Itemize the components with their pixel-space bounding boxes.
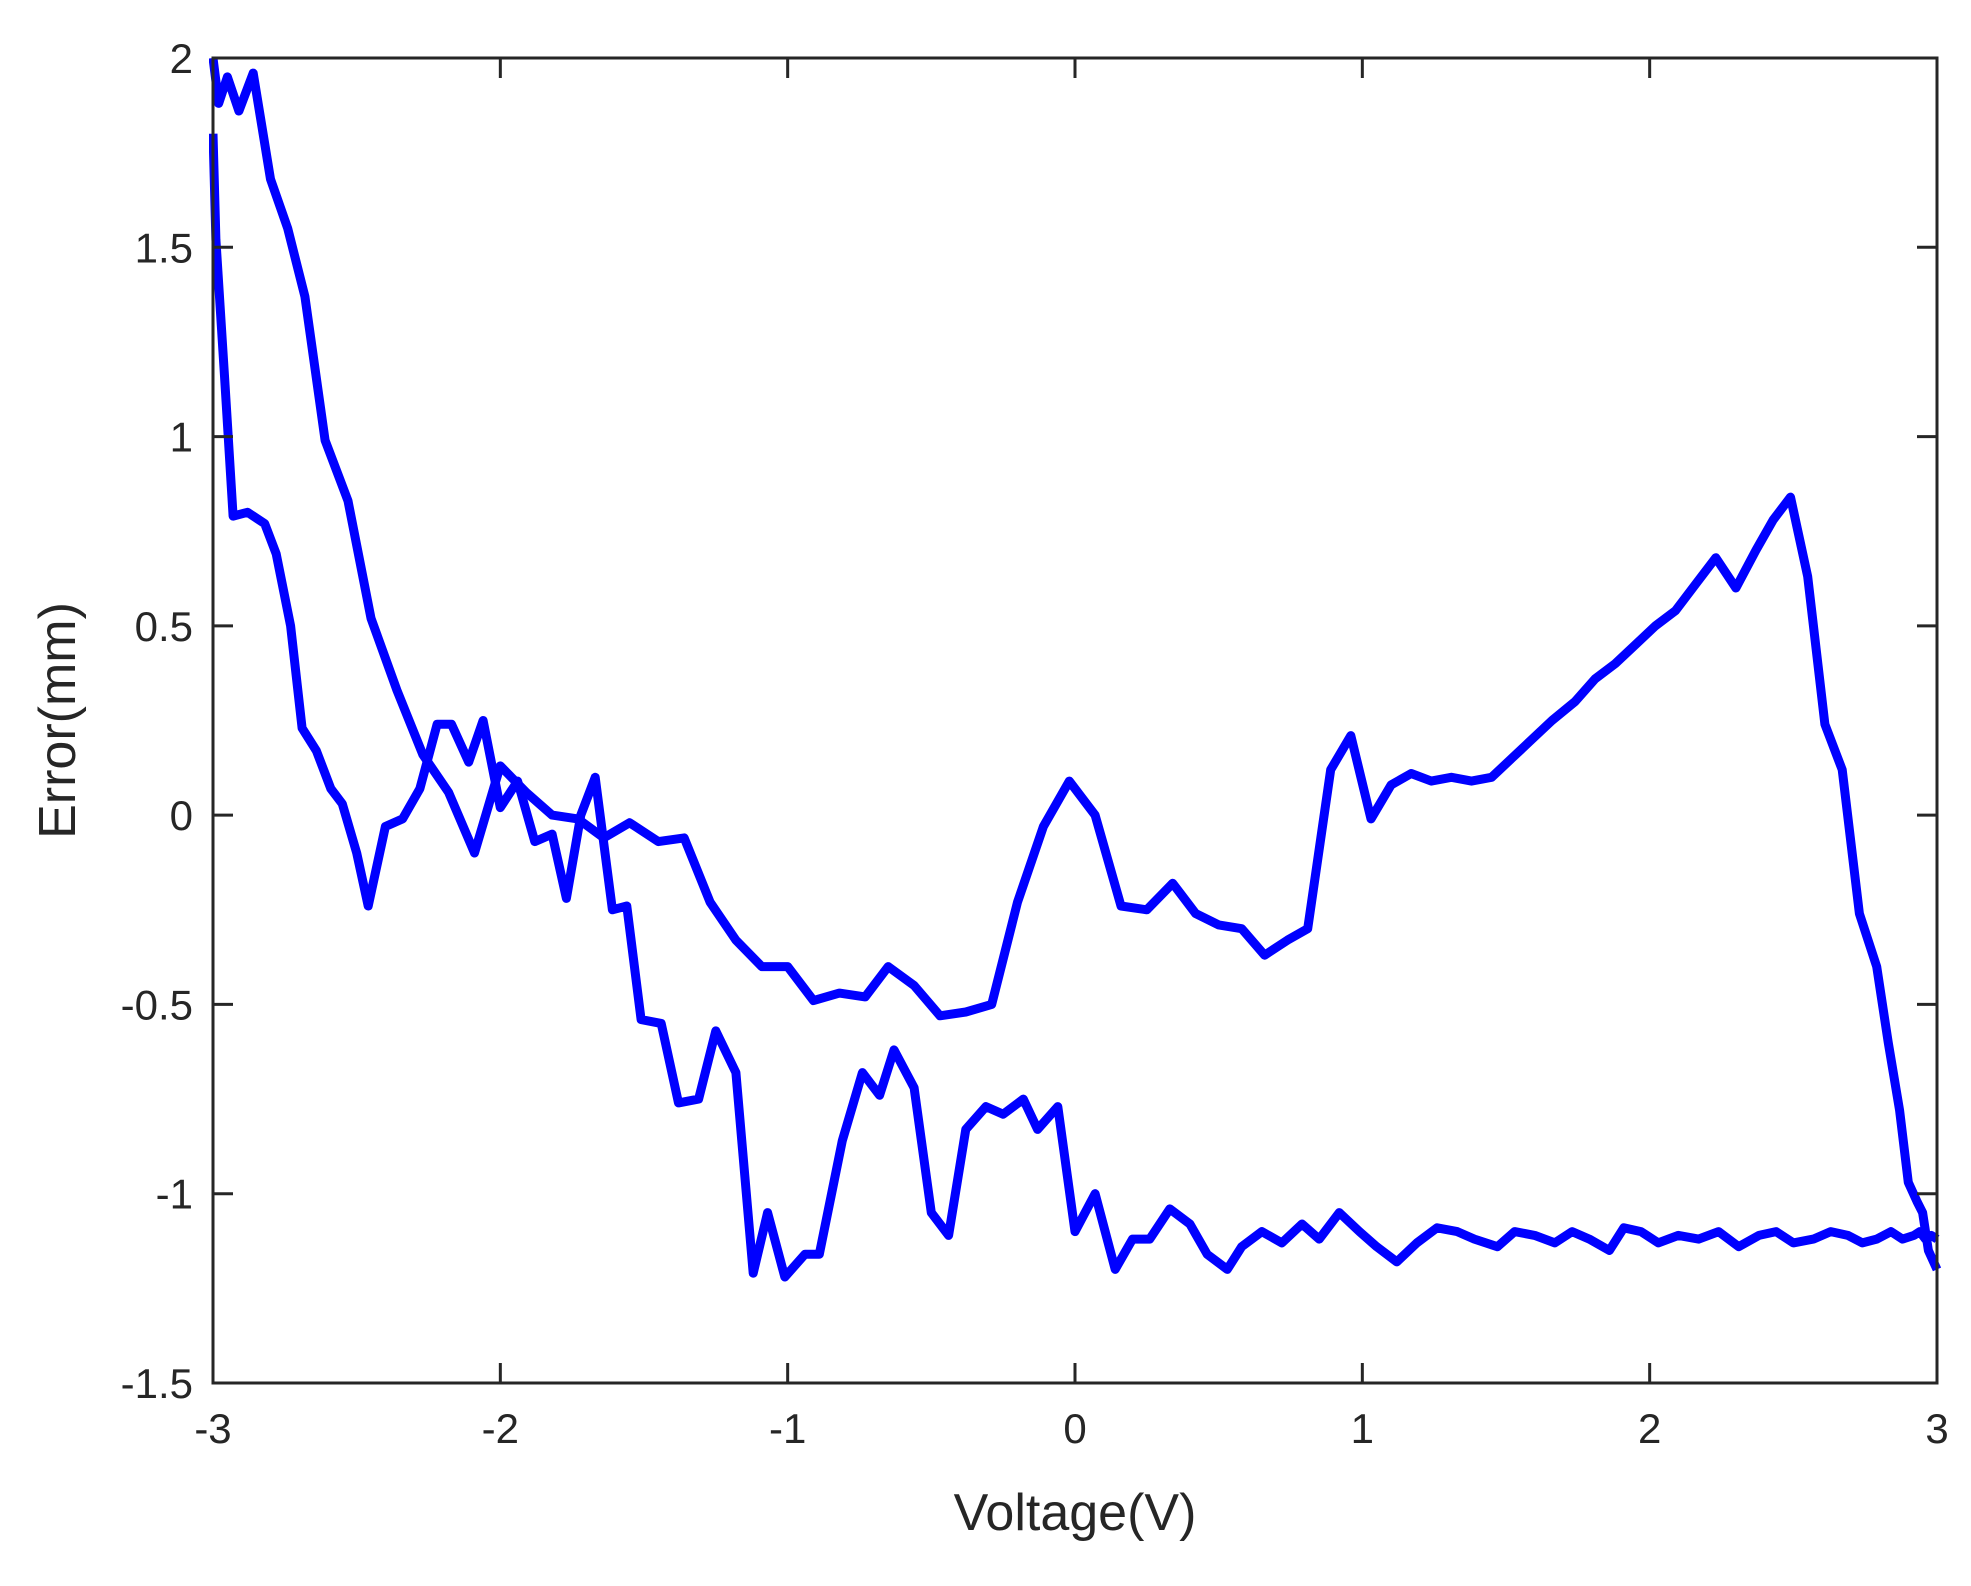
y-tick-label: -1 (156, 1171, 193, 1218)
y-tick-label: 0.5 (135, 603, 193, 650)
y-tick-label: -1.5 (121, 1360, 193, 1407)
y-tick-label: 2 (170, 35, 193, 82)
x-tick-label: -3 (194, 1405, 231, 1452)
y-tick-label: 0 (170, 792, 193, 839)
x-tick-label: -1 (769, 1405, 806, 1452)
x-axis-label: Voltage(V) (954, 1484, 1197, 1542)
axis-ticks: -3 -2 -1 0 1 2 3 -1.5 -1 -0.5 0 0.5 1 1.5 2 (121, 35, 1949, 1452)
y-tick-label: 1 (170, 414, 193, 461)
y-axis-label: Error(mm) (29, 602, 87, 839)
plot-content (209, 57, 1941, 1282)
x-tick-label: -2 (482, 1405, 519, 1452)
x-tick-label: 0 (1063, 1405, 1086, 1452)
x-tick-label: 3 (1925, 1405, 1948, 1452)
y-tick-label: 1.5 (135, 224, 193, 271)
x-tick-label: 1 (1351, 1405, 1374, 1452)
y-tick-label: -0.5 (121, 981, 193, 1028)
plot-frame (211, 56, 1939, 1385)
series-line-1 (209, 133, 1940, 1282)
series-line-2 (209, 57, 1941, 1272)
x-tick-label: 2 (1638, 1405, 1661, 1452)
